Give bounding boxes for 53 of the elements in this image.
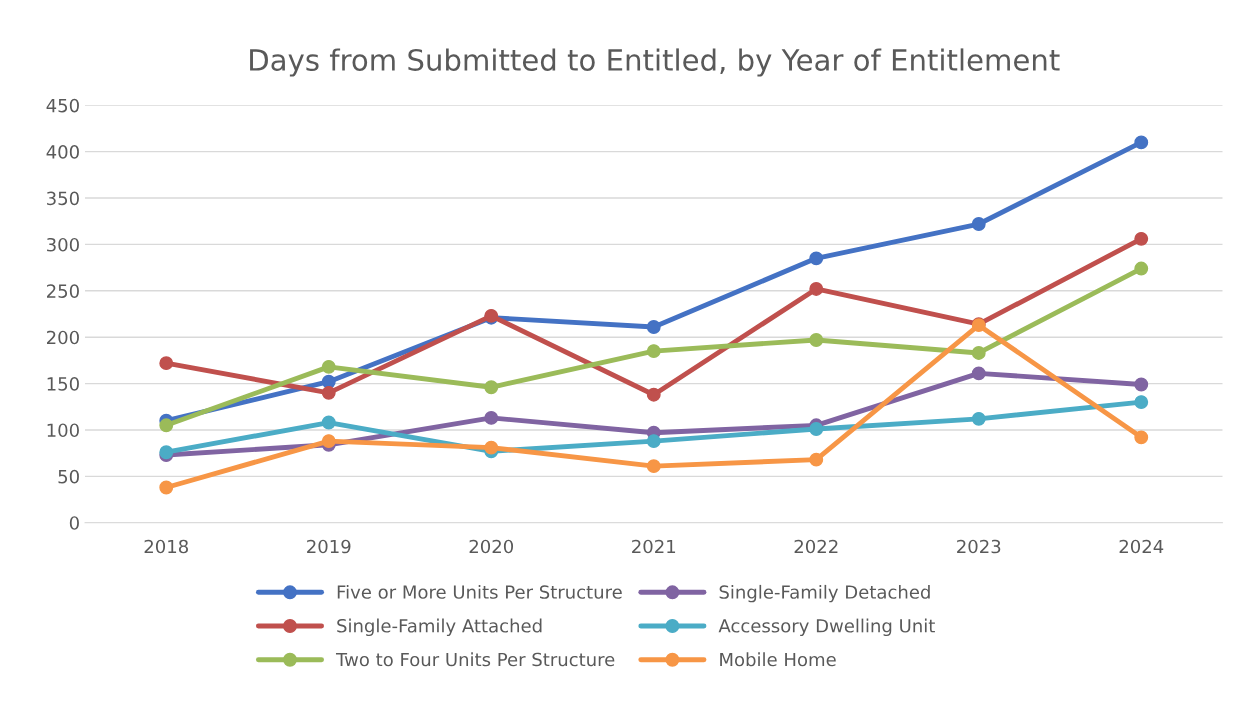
point xyxy=(159,480,174,495)
point xyxy=(1134,395,1149,410)
point xyxy=(484,380,499,395)
point xyxy=(646,320,661,334)
point xyxy=(809,251,824,266)
legend-label: Single-Family Detached xyxy=(719,584,930,603)
point xyxy=(321,359,336,374)
point xyxy=(646,434,661,449)
x-tick-label: 2020 xyxy=(469,539,514,554)
point xyxy=(1134,377,1149,392)
point xyxy=(1134,430,1149,445)
x-tick-label: 2022 xyxy=(794,539,838,554)
point xyxy=(971,366,986,381)
point xyxy=(159,418,174,433)
point xyxy=(971,411,986,426)
chart-title: Days from Submitted to Entitled, by Year of Entitlement xyxy=(250,48,1060,77)
y-tick-label: 450 xyxy=(46,98,79,113)
point xyxy=(809,282,824,296)
y-tick-label: 300 xyxy=(47,237,79,252)
point xyxy=(646,344,661,359)
point xyxy=(321,415,336,430)
legend-label: Five or More Units Per Structure xyxy=(337,584,622,599)
legend-label: Accessory Dwelling Unit xyxy=(718,618,935,637)
point xyxy=(809,452,824,467)
point xyxy=(159,356,174,371)
point xyxy=(484,440,499,455)
point xyxy=(646,459,661,474)
point xyxy=(809,422,824,436)
y-tick-label: 50 xyxy=(58,469,79,484)
point xyxy=(1134,135,1149,150)
y-tick-label: 0 xyxy=(69,516,79,530)
point xyxy=(646,387,661,402)
y-tick-label: 250 xyxy=(47,284,79,298)
point xyxy=(484,410,499,425)
point xyxy=(321,385,336,400)
x-tick-label: 2018 xyxy=(144,539,188,554)
y-tick-label: 100 xyxy=(47,423,79,438)
legend-label: Mobile Home xyxy=(720,652,836,667)
point xyxy=(971,217,986,231)
y-tick-label: 150 xyxy=(47,377,79,391)
x-tick-label: 2023 xyxy=(957,539,1001,554)
y-tick-label: 350 xyxy=(47,191,79,206)
point xyxy=(1134,261,1149,276)
y-tick-label: 200 xyxy=(47,330,79,345)
point xyxy=(1134,231,1149,246)
x-tick-label: 2019 xyxy=(307,539,351,554)
legend-label: Two to Four Units Per Structure xyxy=(335,652,615,667)
point xyxy=(809,333,824,347)
legend-label: Single-Family Attached xyxy=(337,618,542,637)
y-tick-label: 400 xyxy=(46,145,79,159)
x-tick-label: 2024 xyxy=(1119,539,1164,554)
x-tick-label: 2021 xyxy=(632,539,676,554)
point xyxy=(971,346,986,360)
